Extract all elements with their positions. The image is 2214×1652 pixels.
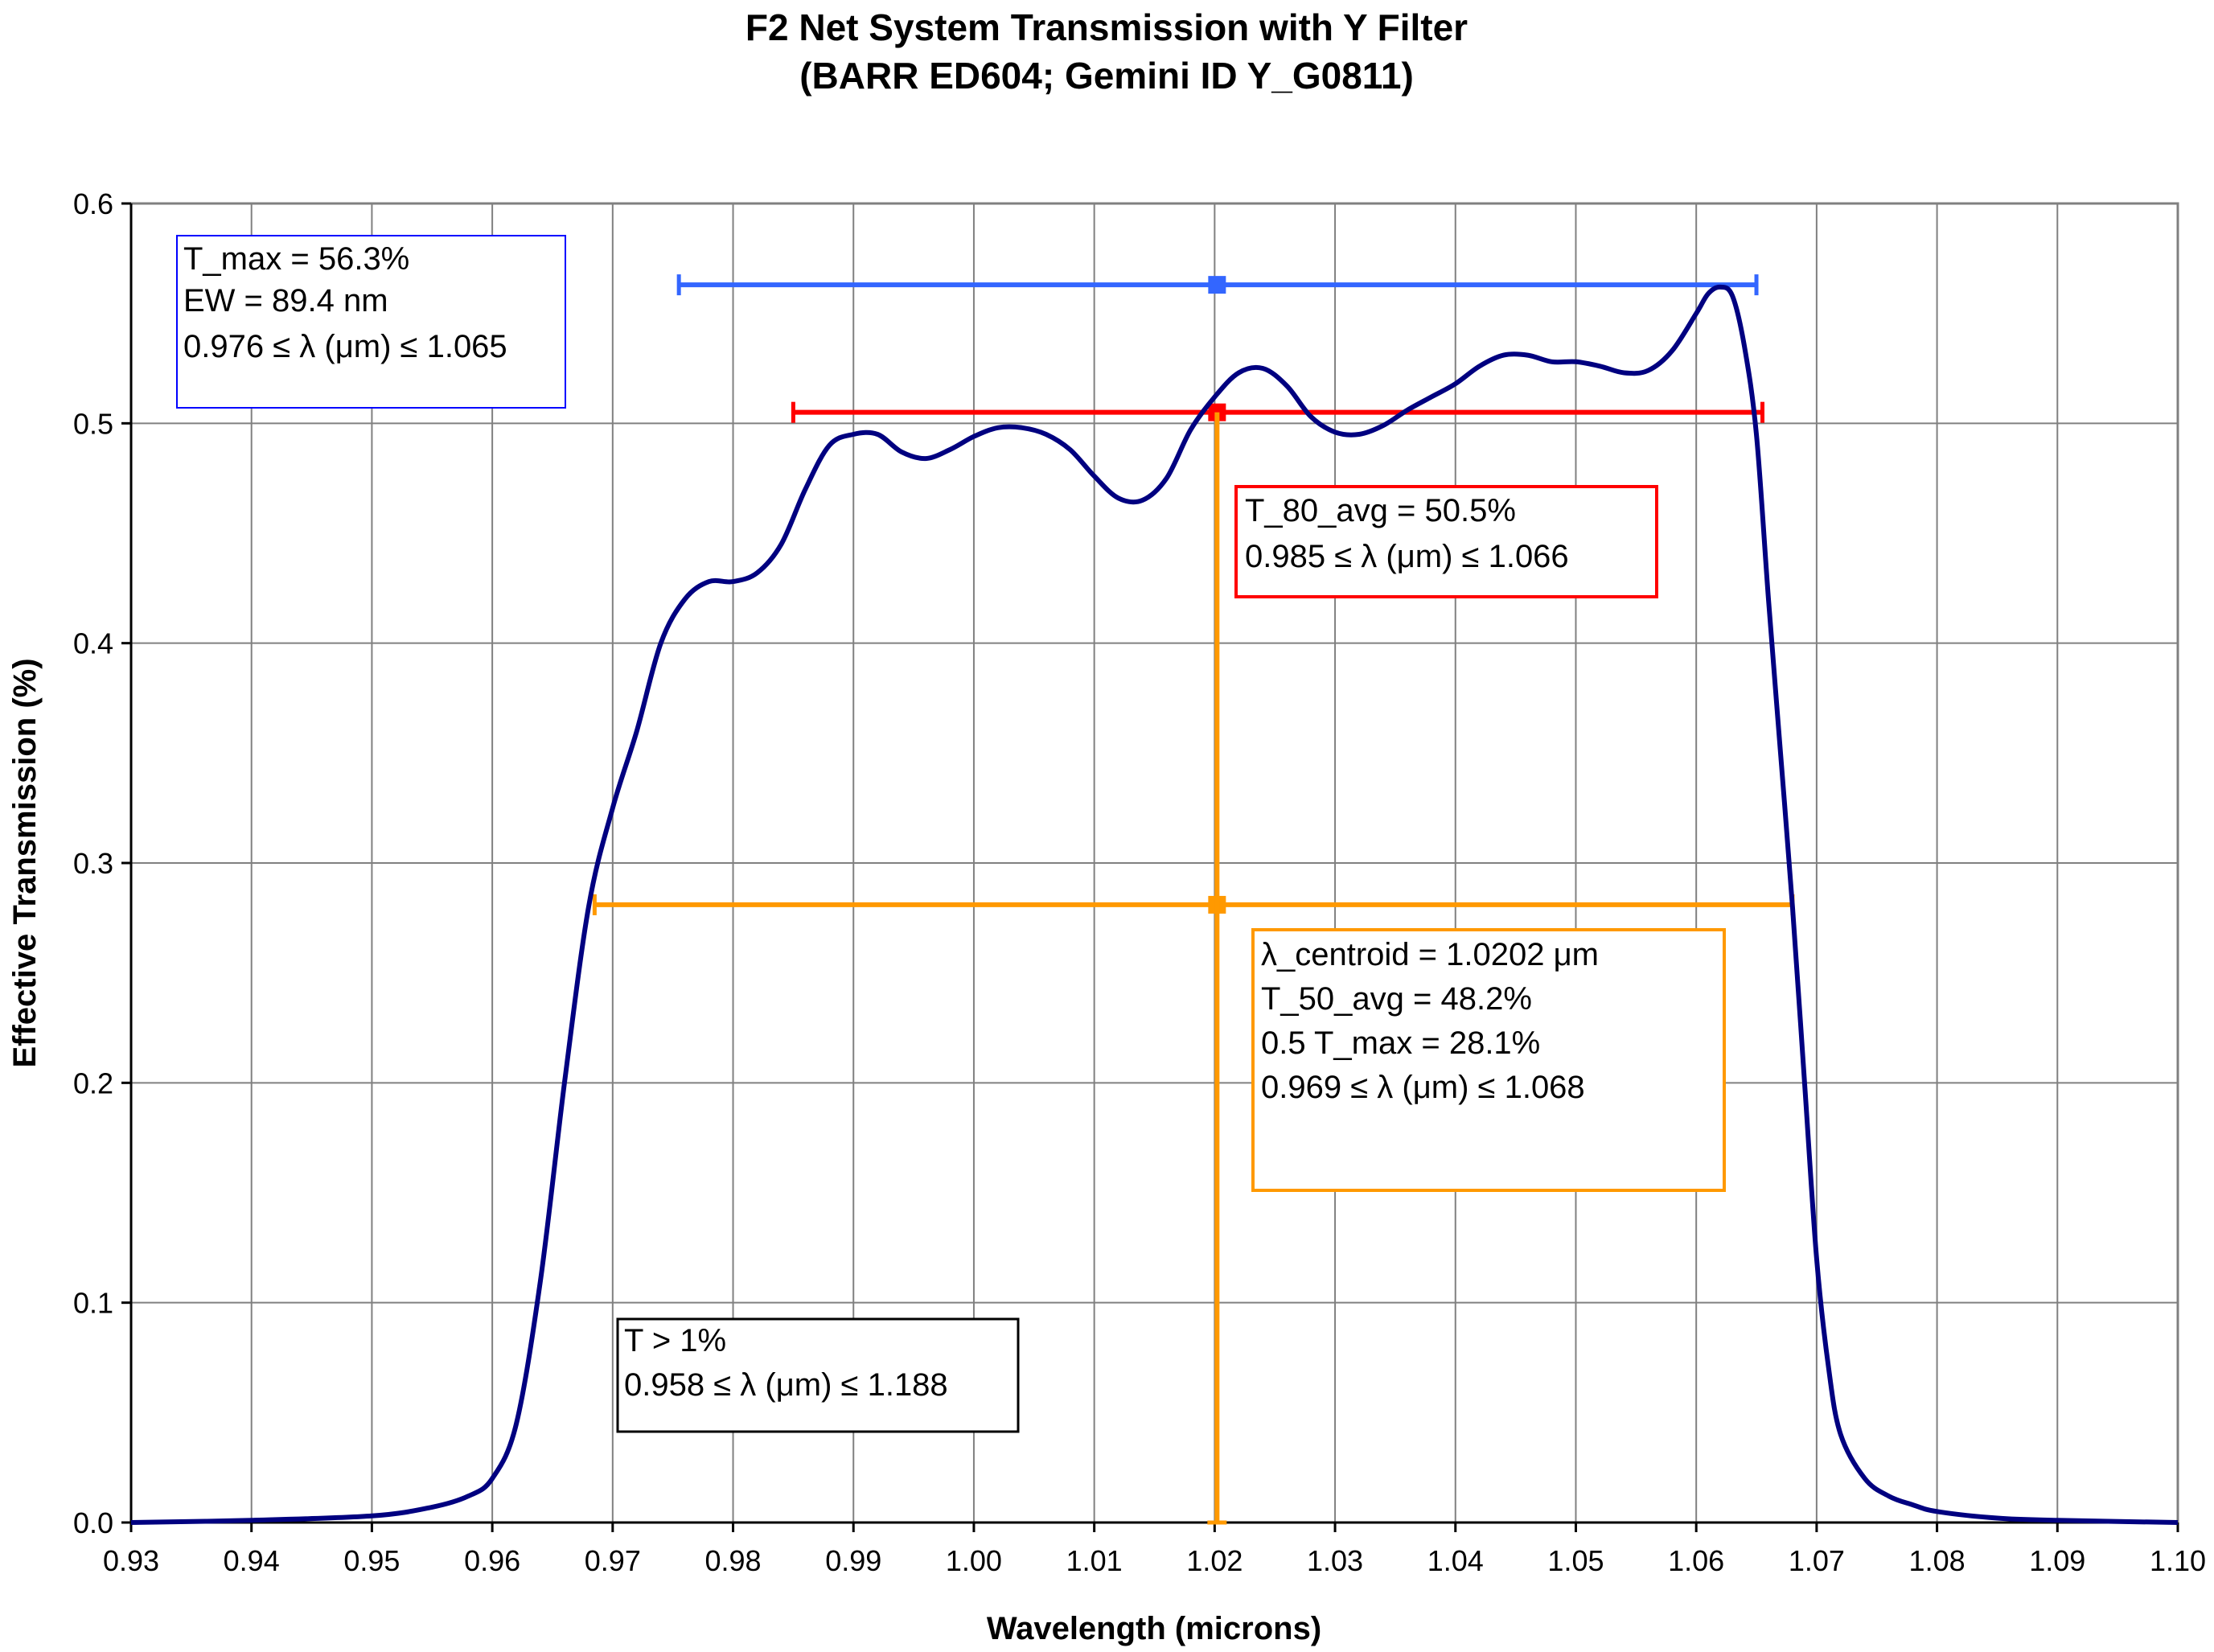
x-tick-label: 0.99 xyxy=(825,1544,881,1577)
annotation-centroid-line1: λ_centroid = 1.0202 μm xyxy=(1261,937,1599,972)
annotation-t1-line2: 0.958 ≤ λ (μm) ≤ 1.188 xyxy=(624,1367,948,1403)
y-axis-label: Effective Transmission (%) xyxy=(7,658,43,1067)
y-tick-label: 0.6 xyxy=(73,187,113,220)
x-tick-label: 0.97 xyxy=(585,1544,641,1577)
annotation-t80-line1: T_80_avg = 50.5% xyxy=(1245,493,1516,528)
y-tick-label: 0.4 xyxy=(73,627,113,660)
x-tick-label: 0.93 xyxy=(103,1544,159,1577)
x-tick-label: 1.08 xyxy=(1909,1544,1965,1577)
y-tick-label: 0.1 xyxy=(73,1287,113,1320)
marker-center-0 xyxy=(1208,276,1226,294)
annotation-tmax: T_max = 56.3% EW = 89.4 nm 0.976 ≤ λ (μm… xyxy=(176,235,566,409)
annotation-tmax-box xyxy=(176,235,566,409)
x-tick-label: 0.94 xyxy=(224,1544,280,1577)
annotation-centroid-box xyxy=(1251,928,1726,1192)
chart-title-line1: F2 Net System Transmission with Y Filter xyxy=(746,6,1468,48)
annotation-t80-line2: 0.985 ≤ λ (μm) ≤ 1.066 xyxy=(1245,539,1569,574)
x-tick-label: 0.98 xyxy=(704,1544,761,1577)
x-tick-label: 1.05 xyxy=(1547,1544,1604,1577)
x-tick-labels: 0.93 0.94 0.95 0.96 0.97 0.98 0.99 1.00 1.01 1.02… xyxy=(103,1523,2206,1577)
annotation-tmax-line3: 0.976 ≤ λ (μm) ≤ 1.065 xyxy=(183,329,507,364)
x-axis-label: Wavelength (microns) xyxy=(987,1611,1321,1646)
x-tick-label: 1.04 xyxy=(1427,1544,1484,1577)
y-tick-label: 0.0 xyxy=(73,1506,113,1539)
x-tick-label: 1.02 xyxy=(1186,1544,1243,1577)
annotation-t1-box xyxy=(616,1317,1020,1433)
annotation-tmax-line2: EW = 89.4 nm xyxy=(183,283,388,318)
annotation-t1-line1: T > 1% xyxy=(624,1323,726,1358)
x-tick-label: 1.09 xyxy=(2029,1544,2085,1577)
x-tick-label: 1.03 xyxy=(1307,1544,1363,1577)
y-tick-label: 0.3 xyxy=(73,847,113,880)
annotation-centroid: λ_centroid = 1.0202 μm T_50_avg = 48.2% … xyxy=(1251,928,1726,1192)
marker-center-1 xyxy=(1208,403,1226,421)
annotation-t80: T_80_avg = 50.5% 0.985 ≤ λ (μm) ≤ 1.066 xyxy=(1234,485,1658,598)
y-tick-label: 0.2 xyxy=(73,1066,113,1099)
y-tick-labels: 0.0 0.1 0.2 0.3 0.4 0.5 0.6 xyxy=(73,187,131,1539)
y-tick-label: 0.5 xyxy=(73,407,113,440)
x-tick-label: 1.01 xyxy=(1066,1544,1123,1577)
annotation-centroid-line3: 0.5 T_max = 28.1% xyxy=(1261,1025,1540,1061)
marker-layer xyxy=(592,274,1795,1525)
x-tick-label: 1.00 xyxy=(946,1544,1002,1577)
series-layer xyxy=(130,284,2179,1525)
annotation-tmax-line1: T_max = 56.3% xyxy=(183,241,409,277)
annotation-t80-box xyxy=(1234,485,1658,598)
annotation-centroid-line2: T_50_avg = 48.2% xyxy=(1261,981,1532,1017)
x-tick-label: 0.95 xyxy=(343,1544,400,1577)
x-tick-label: 1.06 xyxy=(1668,1544,1724,1577)
x-tick-label: 0.96 xyxy=(464,1544,520,1577)
x-tick-label: 1.07 xyxy=(1789,1544,1845,1577)
transmission-curve-0 xyxy=(130,284,2179,1525)
x-tick-label: 1.10 xyxy=(2150,1544,2206,1577)
chart-title-line2: (BARR ED604; Gemini ID Y_G0811) xyxy=(799,55,1414,97)
annotation-centroid-line4: 0.969 ≤ λ (μm) ≤ 1.068 xyxy=(1261,1070,1585,1105)
annotation-t1: T > 1% 0.958 ≤ λ (μm) ≤ 1.188 xyxy=(616,1317,1020,1433)
